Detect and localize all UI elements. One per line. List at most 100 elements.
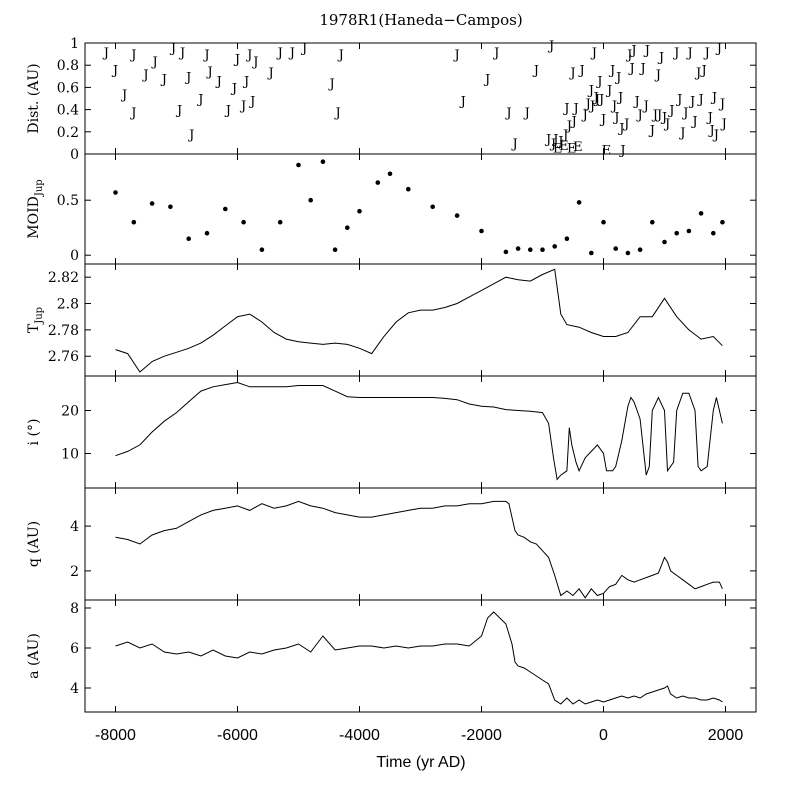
moid-point <box>720 219 725 225</box>
y-tick-label: 6 <box>70 641 79 657</box>
moid-point <box>479 228 484 234</box>
encounter-marker: J <box>251 55 258 70</box>
moid-point <box>168 204 173 210</box>
encounter-marker: J <box>571 101 578 116</box>
series-line-incl <box>115 381 723 481</box>
y-tick-label: 2.82 <box>48 270 79 286</box>
encounter-marker: J <box>169 41 176 56</box>
y-axis-label-main: q (AU) <box>26 521 42 567</box>
y-axis-label: q (AU) <box>26 521 42 567</box>
moid-point <box>308 197 314 203</box>
encounter-marker: J <box>245 48 252 63</box>
x-tick-label: -8000 <box>95 727 136 744</box>
encounter-marker: J <box>663 117 670 132</box>
encounter-marker: J <box>224 104 231 119</box>
encounter-marker: J <box>561 128 568 143</box>
series-line-tjup <box>115 268 723 373</box>
moid-point <box>540 247 545 252</box>
encounter-marker: J <box>715 41 722 56</box>
encounter-marker: J <box>678 126 685 141</box>
encounter-marker: J <box>202 48 209 63</box>
moid-point <box>637 247 643 252</box>
encounter-marker: J <box>655 108 662 123</box>
encounter-marker: J <box>696 93 703 108</box>
encounter-marker: J <box>592 90 599 105</box>
encounter-marker: E <box>559 139 569 154</box>
encounter-marker: J <box>700 64 707 79</box>
moid-point <box>528 247 533 252</box>
encounter-marker: J <box>233 53 240 68</box>
encounter-marker: J <box>578 64 585 79</box>
moid-point <box>296 162 301 168</box>
moid-point <box>711 230 716 236</box>
encounter-marker: J <box>120 88 127 103</box>
encounter-marker: J <box>590 46 597 61</box>
encounter-marker: E <box>553 141 563 156</box>
encounter-marker: J <box>712 128 719 143</box>
encounter-marker: J <box>593 93 600 108</box>
encounter-marker: E <box>573 140 583 155</box>
panel-incl: 10 20 i (°) <box>26 375 757 489</box>
encounter-marker: J <box>504 106 511 121</box>
encounter-marker: J <box>672 46 679 61</box>
y-axis-label: MOIDJup <box>26 179 45 238</box>
y-tick-label: 2 <box>70 564 79 580</box>
encounter-marker: J <box>703 46 710 61</box>
y-tick-label: 2.76 <box>48 349 79 365</box>
encounter-marker: E <box>567 141 577 156</box>
moid-point <box>503 249 509 255</box>
encounter-marker: J <box>595 75 602 90</box>
encounter-marker: J <box>288 46 295 61</box>
encounter-marker: J <box>523 106 530 121</box>
encounter-marker: J <box>654 68 661 83</box>
encounter-marker: J <box>720 117 727 132</box>
encounter-marker: J <box>327 77 334 92</box>
y-axis-label-main: i (°) <box>26 419 42 446</box>
encounter-marker: J <box>184 70 191 85</box>
y-axis-label: a (AU) <box>26 633 42 679</box>
encounter-marker: J <box>675 93 682 108</box>
y-tick-label: 4 <box>70 519 79 535</box>
moid-point <box>430 204 436 210</box>
encounter-marker: J <box>625 48 632 63</box>
encounter-marker: J <box>544 132 551 147</box>
moid-point <box>241 219 246 225</box>
moid-point <box>564 236 570 241</box>
encounter-marker: J <box>657 50 664 65</box>
encounter-marker: J <box>205 65 212 80</box>
encounter-marker: J <box>616 90 623 105</box>
moid-point <box>576 200 582 205</box>
y-tick-label: 1 <box>70 36 79 52</box>
encounter-marker: J <box>628 61 635 76</box>
encounter-marker: J <box>605 84 612 99</box>
encounter-marker: J <box>483 73 490 88</box>
encounter-marker: J <box>681 106 688 121</box>
encounter-marker: J <box>718 97 725 112</box>
encounter-marker: J <box>565 119 572 134</box>
encounter-marker: J <box>639 61 646 76</box>
encounter-marker: J <box>660 110 667 125</box>
encounter-marker: J <box>248 95 255 110</box>
x-tick-label: -4000 <box>339 727 380 744</box>
encounter-marker: J <box>547 39 554 54</box>
y-tick-label: 0 <box>70 248 79 264</box>
encounter-marker: J <box>584 97 591 112</box>
moid-point <box>601 219 606 225</box>
x-tick-label: 2000 <box>708 727 744 744</box>
encounter-marker: J <box>667 104 674 119</box>
encounter-marker: J <box>622 117 629 132</box>
encounter-marker: J <box>648 124 655 139</box>
y-tick-label: 2.8 <box>57 297 79 313</box>
encounter-marker: J <box>643 44 650 59</box>
y-tick-label: 10 <box>61 447 79 463</box>
encounter-marker: J <box>632 95 639 110</box>
encounter-marker: J <box>266 66 273 81</box>
moid-point <box>650 219 655 225</box>
moid-point <box>375 180 381 185</box>
encounter-marker: J <box>111 64 118 79</box>
encounter-marker: J <box>459 95 466 110</box>
moid-point <box>113 190 118 195</box>
